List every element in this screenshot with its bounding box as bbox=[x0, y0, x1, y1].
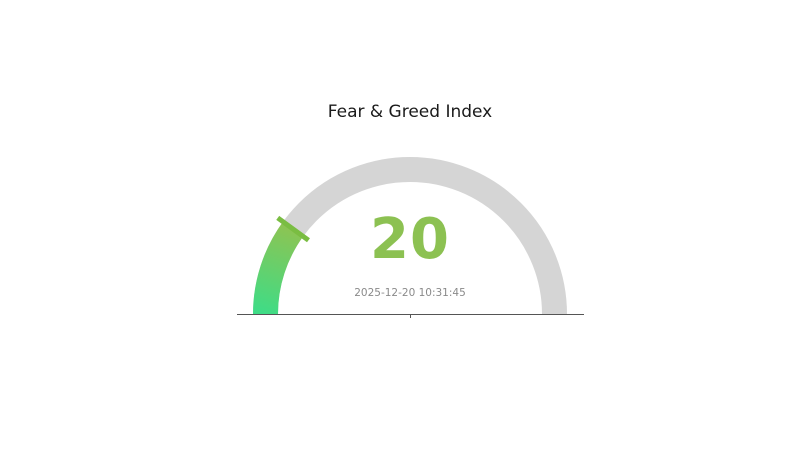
gauge-needle-tick bbox=[276, 215, 310, 243]
gauge-value-arc bbox=[253, 221, 304, 315]
chart-title: Fear & Greed Index bbox=[327, 102, 493, 122]
gauge-value: 20 bbox=[370, 207, 450, 272]
axis-center-tick bbox=[410, 315, 411, 318]
gauge-baseline-axis bbox=[237, 314, 584, 315]
gauge-timestamp: 2025-12-20 10:31:45 bbox=[354, 287, 466, 299]
